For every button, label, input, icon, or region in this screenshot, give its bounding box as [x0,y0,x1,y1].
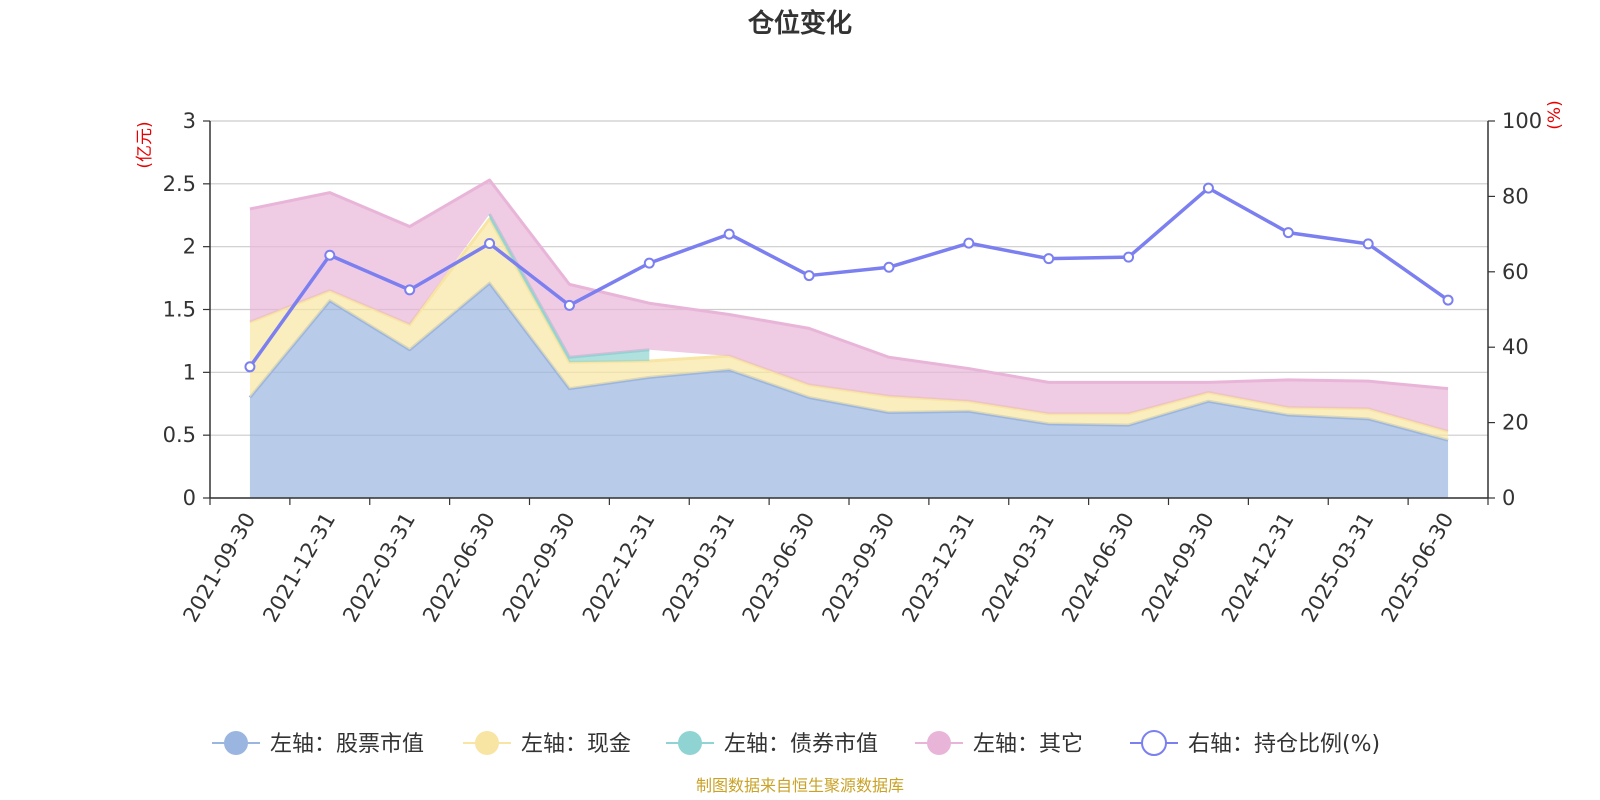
legend-label: 左轴：债券市值 [724,732,878,757]
x-tick-label: 2023-09-30 [817,509,899,627]
ratio-line-series [244,182,1454,373]
x-tick-label: 2021-09-30 [178,509,260,627]
ratio-point [1043,253,1055,265]
x-tick-label: 2021-12-31 [258,509,340,627]
x-tick-label: 2023-03-31 [658,509,740,627]
x-tick-label: 2024-12-31 [1217,509,1299,627]
ratio-line [248,186,1450,368]
ratio-point [244,361,256,373]
ratio-point [1202,182,1214,194]
x-tick-label: 2025-03-31 [1297,509,1379,627]
x-tick-label: 2023-12-31 [897,509,979,627]
right-tick-label: 60 [1502,260,1529,284]
x-tick-label: 2024-03-31 [977,509,1059,627]
ratio-point [404,284,416,296]
x-tick-label: 2025-06-30 [1377,509,1459,627]
ratio-point [963,237,975,249]
area-fill [249,283,1449,498]
legend-item[interactable]: 左轴：现金 [463,731,631,757]
data-source-note: 制图数据来自恒生聚源数据库 [696,776,904,795]
right-tick-label: 100 [1502,109,1542,133]
legend-marker [224,731,248,755]
legend-marker [678,731,702,755]
left-tick-label: 1.5 [163,298,196,322]
left-axis-unit: (亿元) [135,121,155,168]
x-tick-label: 2022-09-30 [498,509,580,627]
ratio-point [1442,294,1454,306]
left-tick-label: 2 [183,235,196,259]
area-edge [249,178,1449,391]
x-tick-label: 2023-06-30 [738,509,820,627]
right-axis-unit: (%) [1545,100,1565,129]
right-tick-label: 80 [1502,184,1529,208]
chart-title: 仓位变化 [747,8,852,39]
legend-marker [475,731,499,755]
legend-label: 右轴：持仓比例(%) [1188,732,1380,757]
area-series [248,178,1449,498]
ratio-point [1123,251,1135,263]
legend: 左轴：股票市值 左轴：现金 左轴：债券市值 左轴：其它 右轴：持仓比例(%) [212,730,1380,757]
left-tick-label: 1 [183,360,196,384]
right-tick-label: 40 [1502,335,1529,359]
left-tick-label: 3 [183,109,196,133]
legend-marker [1141,730,1167,756]
x-tick-label: 2024-09-30 [1137,509,1219,627]
legend-label: 左轴：股票市值 [270,732,424,757]
legend-item[interactable]: 左轴：其它 [915,731,1083,757]
ratio-point [723,228,735,240]
area-fill [249,180,1449,432]
left-tick-label: 0 [183,486,196,510]
ratio-point [324,249,336,261]
area-fill [249,219,1449,441]
ratio-point [1362,238,1374,250]
legend-label: 左轴：现金 [521,732,631,757]
legend-label: 左轴：其它 [973,732,1083,757]
legend-marker [927,731,951,755]
left-tick-label: 0.5 [163,423,196,447]
ratio-point [484,238,496,250]
x-tick-label: 2022-06-30 [418,509,500,627]
legend-item[interactable]: 左轴：债券市值 [666,731,878,757]
legend-item[interactable]: 左轴：股票市值 [212,731,424,757]
ratio-point [643,257,655,269]
left-tick-label: 2.5 [163,172,196,196]
x-tick-label: 2022-03-31 [338,509,420,627]
legend-item[interactable]: 右轴：持仓比例(%) [1130,730,1380,757]
right-tick-label: 0 [1502,486,1515,510]
x-tick-label: 2022-12-31 [578,509,660,627]
x-tick-label: 2024-06-30 [1057,509,1139,627]
right-tick-label: 20 [1502,411,1529,435]
ratio-point [883,261,895,273]
ratio-point [563,299,575,311]
ratio-point [803,270,815,282]
ratio-point [1282,227,1294,239]
